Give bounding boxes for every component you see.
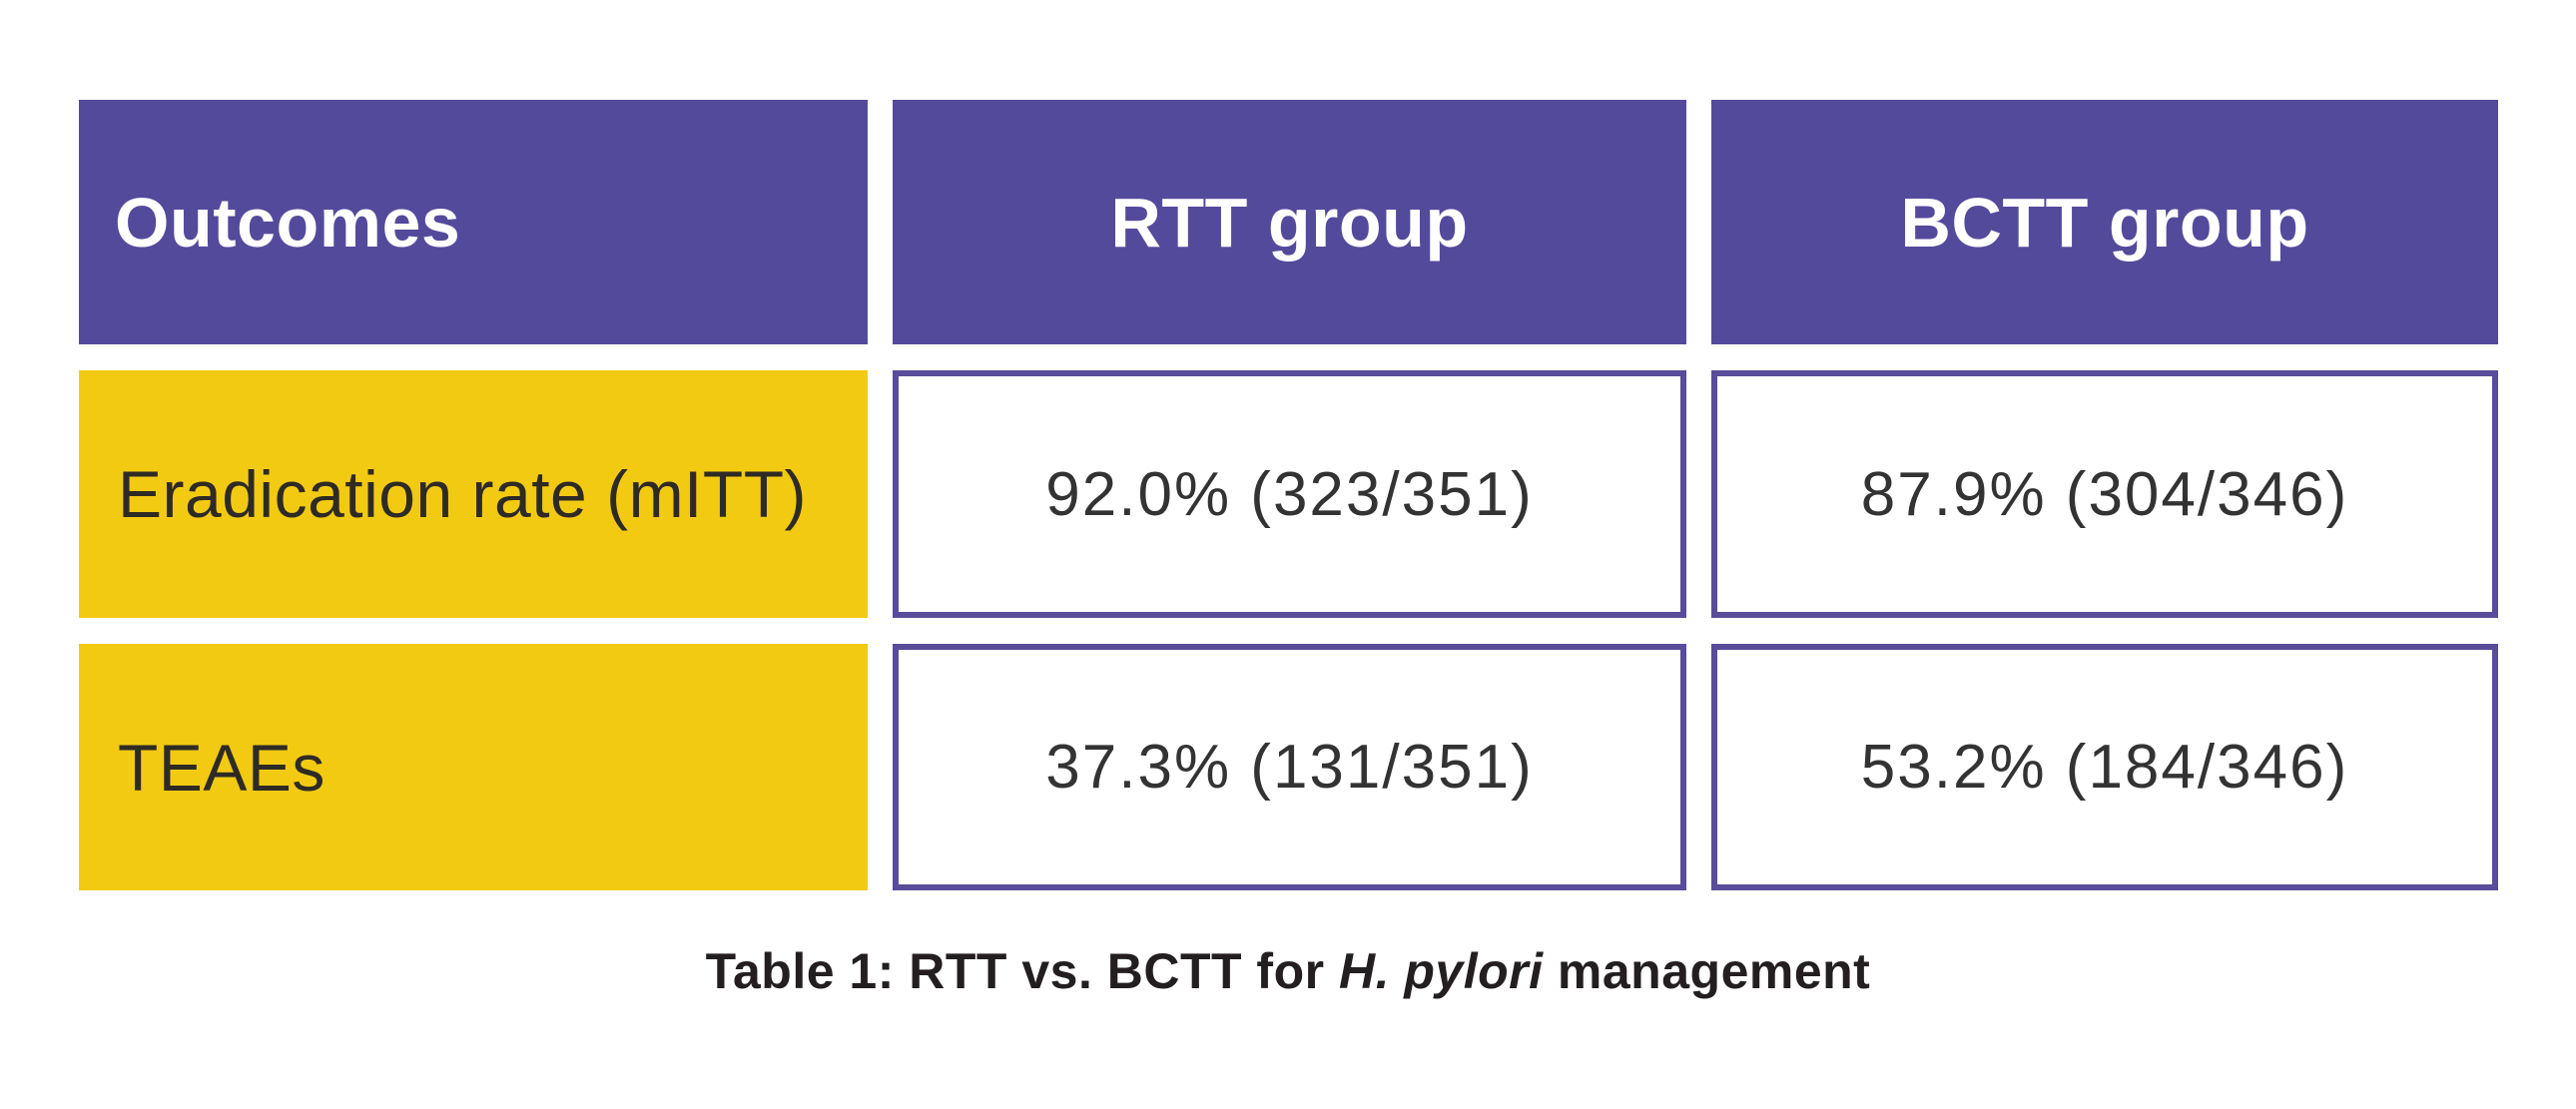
row-label-eradication-rate: Eradication rate (mITT): [118, 457, 807, 531]
table-caption: Table 1: RTT vs. BCTT for H. pylori mana…: [0, 942, 2576, 1000]
header-label-outcomes: Outcomes: [115, 183, 461, 262]
value-teaes-bctt: 53.2% (184/346): [1860, 733, 2349, 802]
header-cell-bctt-group: BCTT group: [1711, 100, 2498, 344]
caption-suffix: management: [1543, 943, 1871, 999]
value-cell-eradication-rtt: 92.0% (323/351): [893, 370, 1686, 618]
value-eradication-rtt: 92.0% (323/351): [1045, 459, 1534, 529]
row-label-cell-eradication-rate: Eradication rate (mITT): [79, 370, 868, 618]
row-label-teaes: TEAEs: [118, 730, 325, 805]
comparison-table: Outcomes RTT group BCTT group Eradicatio…: [79, 100, 2498, 890]
value-cell-eradication-bctt: 87.9% (304/346): [1711, 370, 2498, 618]
header-cell-outcomes: Outcomes: [79, 100, 868, 344]
caption-prefix: Table 1: RTT vs. BCTT for: [705, 943, 1339, 999]
value-teaes-rtt: 37.3% (131/351): [1045, 733, 1534, 802]
row-label-cell-teaes: TEAEs: [79, 644, 868, 890]
header-cell-rtt-group: RTT group: [893, 100, 1686, 344]
header-label-rtt-group: RTT group: [1110, 183, 1469, 262]
caption-italic-organism: H. pylori: [1338, 943, 1544, 999]
header-label-bctt-group: BCTT group: [1900, 183, 2309, 262]
value-eradication-bctt: 87.9% (304/346): [1860, 459, 2349, 529]
value-cell-teaes-bctt: 53.2% (184/346): [1711, 644, 2498, 890]
value-cell-teaes-rtt: 37.3% (131/351): [893, 644, 1686, 890]
